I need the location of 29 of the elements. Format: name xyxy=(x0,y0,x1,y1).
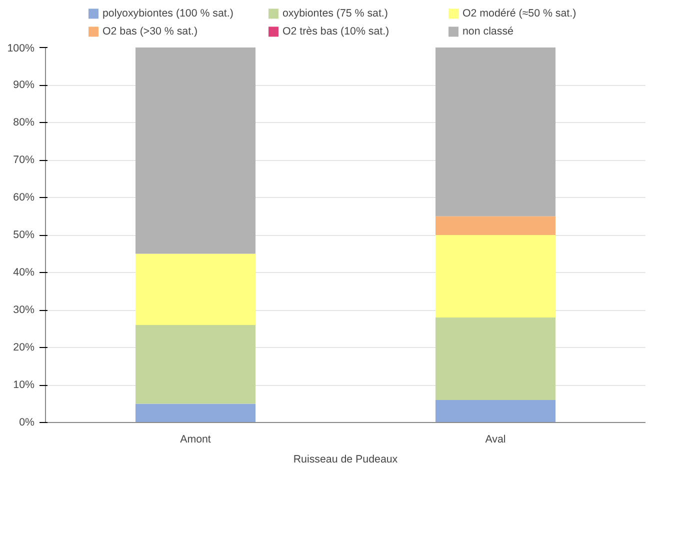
legend-label: polyoxybiontes (100 % sat.) xyxy=(102,8,234,20)
y-tick-label: 90% xyxy=(13,79,36,91)
y-tick-label: 30% xyxy=(13,304,36,316)
y-tick-label: 50% xyxy=(13,229,36,241)
bar xyxy=(136,254,256,325)
y-tick-label: 100% xyxy=(7,42,36,54)
x-tick-label: Aval xyxy=(485,434,506,446)
bar xyxy=(436,318,556,400)
y-tick-label: 0% xyxy=(19,416,36,428)
bar xyxy=(436,400,556,422)
bar xyxy=(136,325,256,404)
legend-label: O2 bas (>30 % sat.) xyxy=(102,26,198,38)
x-axis-title: Ruisseau de Pudeaux xyxy=(293,454,398,466)
bar xyxy=(436,235,556,318)
bar xyxy=(136,404,256,422)
legend-label: non classé xyxy=(462,26,514,38)
bar xyxy=(436,48,556,216)
y-tick-label: 60% xyxy=(13,192,36,204)
legend-label: O2 modéré (≈50 % sat.) xyxy=(462,8,576,20)
legend-label: oxybiontes (75 % sat.) xyxy=(282,8,388,20)
y-tick-label: 70% xyxy=(13,154,36,166)
y-tick-label: 80% xyxy=(13,116,36,128)
legend-label: O2 très bas (10% sat.) xyxy=(282,26,390,38)
y-tick-label: 40% xyxy=(13,266,36,278)
y-tick-label: 20% xyxy=(13,342,36,354)
y-tick-label: 10% xyxy=(13,379,36,391)
bar xyxy=(436,216,556,235)
bar xyxy=(136,48,256,254)
x-tick-label: Amont xyxy=(180,434,211,446)
